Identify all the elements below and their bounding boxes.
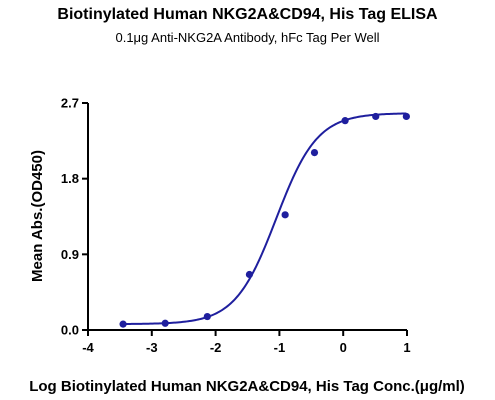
x-tick-label: -1: [274, 340, 286, 355]
x-tick-label: 1: [403, 340, 410, 355]
chart-title: Biotinylated Human NKG2A&CD94, His Tag E…: [57, 6, 438, 23]
y-axis-ticks: 0.0 0.9 1.8 2.7: [61, 96, 88, 338]
data-point: [341, 117, 349, 125]
x-tick-label: -4: [82, 340, 94, 355]
x-tick-label: -3: [146, 340, 158, 355]
data-point: [245, 270, 254, 279]
y-tick-label: 1.8: [61, 171, 79, 186]
data-points: [119, 112, 410, 328]
x-axis-ticks: -4 -3 -2 -1 0 1: [82, 330, 411, 355]
x-tick-label: -2: [210, 340, 222, 355]
y-tick-label: 0.9: [61, 247, 79, 262]
data-point: [402, 112, 410, 121]
chart-subtitle: 0.1μg Anti-NKG2A Antibody, hFc Tag Per W…: [115, 30, 380, 45]
axes: [87, 103, 407, 331]
data-point: [119, 320, 127, 328]
data-point: [310, 149, 319, 157]
x-tick-label: 0: [340, 340, 347, 355]
fit-curve: [123, 112, 407, 325]
data-point: [161, 319, 169, 327]
x-axis-label: Log Biotinylated Human NKG2A&CD94, His T…: [29, 378, 465, 395]
data-point: [372, 112, 380, 121]
y-tick-label: 0.0: [61, 323, 79, 338]
data-point: [281, 211, 289, 219]
data-point: [203, 312, 211, 321]
y-axis-label: Mean Abs.(OD450): [29, 150, 46, 282]
y-tick-label: 2.7: [61, 96, 79, 111]
